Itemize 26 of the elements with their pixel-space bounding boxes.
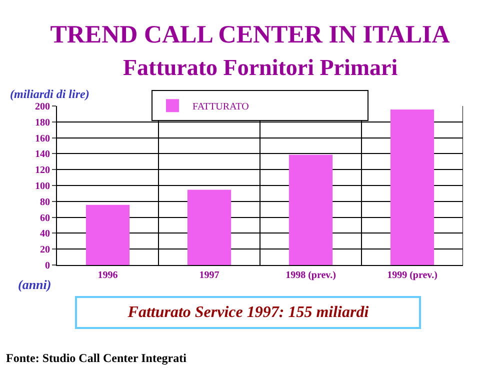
y-tick-label: 0: [45, 260, 50, 272]
x-tick-label: 1999 (prev.): [387, 270, 438, 281]
y-tick-label: 160: [35, 133, 50, 144]
bar: [86, 204, 130, 265]
x-axis-title: (anni): [18, 277, 52, 292]
text: Fatturato Service 1997: 155 miliardi: [126, 304, 370, 321]
y-tick-label: 60: [40, 212, 50, 224]
y-tick-label: 140: [35, 149, 50, 160]
y-tick-label: 180: [35, 117, 50, 128]
legend-label: FATTURATO: [192, 102, 249, 112]
x-tick-label: 1997: [199, 270, 220, 281]
x-tick-label: 1996: [98, 270, 118, 281]
chart-title: TREND CALL CENTER IN ITALIA: [50, 22, 450, 48]
y-tick-label: 80: [40, 196, 50, 208]
source-note: Fonte: Studio Call Center Integrati: [6, 351, 188, 365]
chart-subtitle: Fatturato Fornitori Primari: [123, 55, 398, 80]
bar: [288, 154, 333, 265]
y-tick-label: 20: [40, 244, 50, 256]
y-tick-label: 40: [40, 228, 50, 240]
y-tick-label: 200: [35, 102, 50, 112]
y-tick-label: 100: [35, 181, 50, 192]
x-tick-label: 1998 (prev.): [286, 270, 336, 281]
y-tick-label: 120: [35, 165, 50, 176]
bar: [390, 109, 434, 265]
y-axis-title: (miliardi di lire): [10, 87, 90, 101]
bar: [187, 190, 232, 265]
